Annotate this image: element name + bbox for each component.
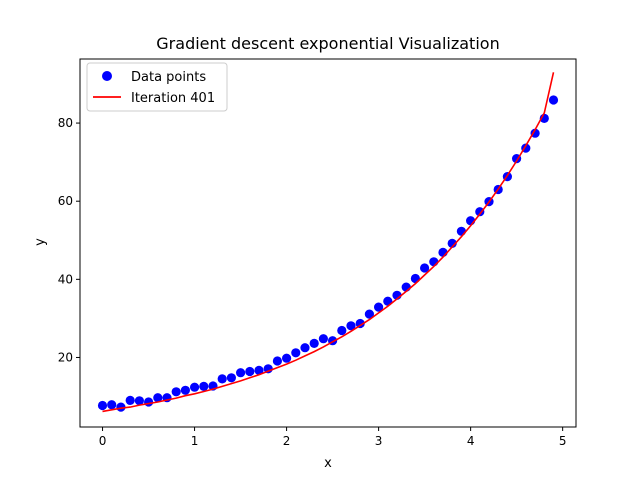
data-point [447, 238, 457, 248]
data-point [530, 128, 540, 138]
data-point [125, 395, 135, 405]
data-point [97, 400, 108, 411]
legend-label-data-points: Data points [131, 70, 206, 85]
y-tick-label: 60 [58, 194, 73, 208]
data-point [374, 302, 384, 312]
x-tick-label: 0 [99, 434, 107, 448]
x-tick-label: 4 [467, 434, 475, 448]
x-tick-label: 3 [375, 434, 383, 448]
y-axis-label: y [33, 238, 48, 246]
legend-label-iteration: Iteration 401 [131, 91, 215, 106]
y-tick-label: 40 [58, 272, 73, 286]
data-point [254, 365, 264, 375]
data-point [410, 273, 420, 284]
chart-title: Gradient descent exponential Visualizati… [156, 34, 499, 53]
data-point [346, 321, 356, 331]
data-point [236, 368, 246, 378]
data-point [190, 382, 200, 392]
data-point [429, 257, 439, 267]
data-point [263, 364, 273, 374]
data-point [291, 348, 301, 358]
x-tick-label: 2 [283, 434, 291, 448]
data-point [217, 374, 227, 384]
data-point [309, 338, 319, 348]
data-point [282, 353, 292, 363]
x-axis-label: x [324, 456, 332, 471]
legend-box [86, 62, 228, 112]
data-point [456, 226, 466, 236]
data-point [171, 387, 181, 397]
data-point [548, 95, 559, 105]
data-point [199, 381, 209, 391]
data-point [226, 373, 236, 383]
data-point [272, 356, 282, 366]
x-tick-label: 1 [191, 434, 199, 448]
data-point [337, 325, 347, 336]
data-point [144, 397, 154, 407]
data-point [420, 263, 430, 273]
legend: Data points Iteration 401 [86, 62, 228, 112]
y-tick-label: 80 [58, 116, 73, 130]
data-point [475, 207, 485, 217]
data-point [107, 400, 117, 410]
data-point [318, 334, 328, 344]
data-point [134, 396, 144, 406]
data-point [153, 393, 163, 403]
data-point [401, 282, 411, 292]
x-tick-label: 5 [559, 434, 567, 448]
axes-frame [79, 58, 577, 428]
y-tick-label: 20 [58, 350, 73, 364]
data-point [180, 385, 190, 395]
legend-marker-data-points [102, 71, 112, 81]
data-point [300, 343, 310, 353]
series-line-iteration [102, 72, 555, 413]
data-point [245, 366, 255, 377]
data-point [355, 318, 365, 329]
plot-area: 0 1 2 3 4 5 20 40 60 80 [58, 58, 577, 448]
data-point [364, 309, 374, 319]
